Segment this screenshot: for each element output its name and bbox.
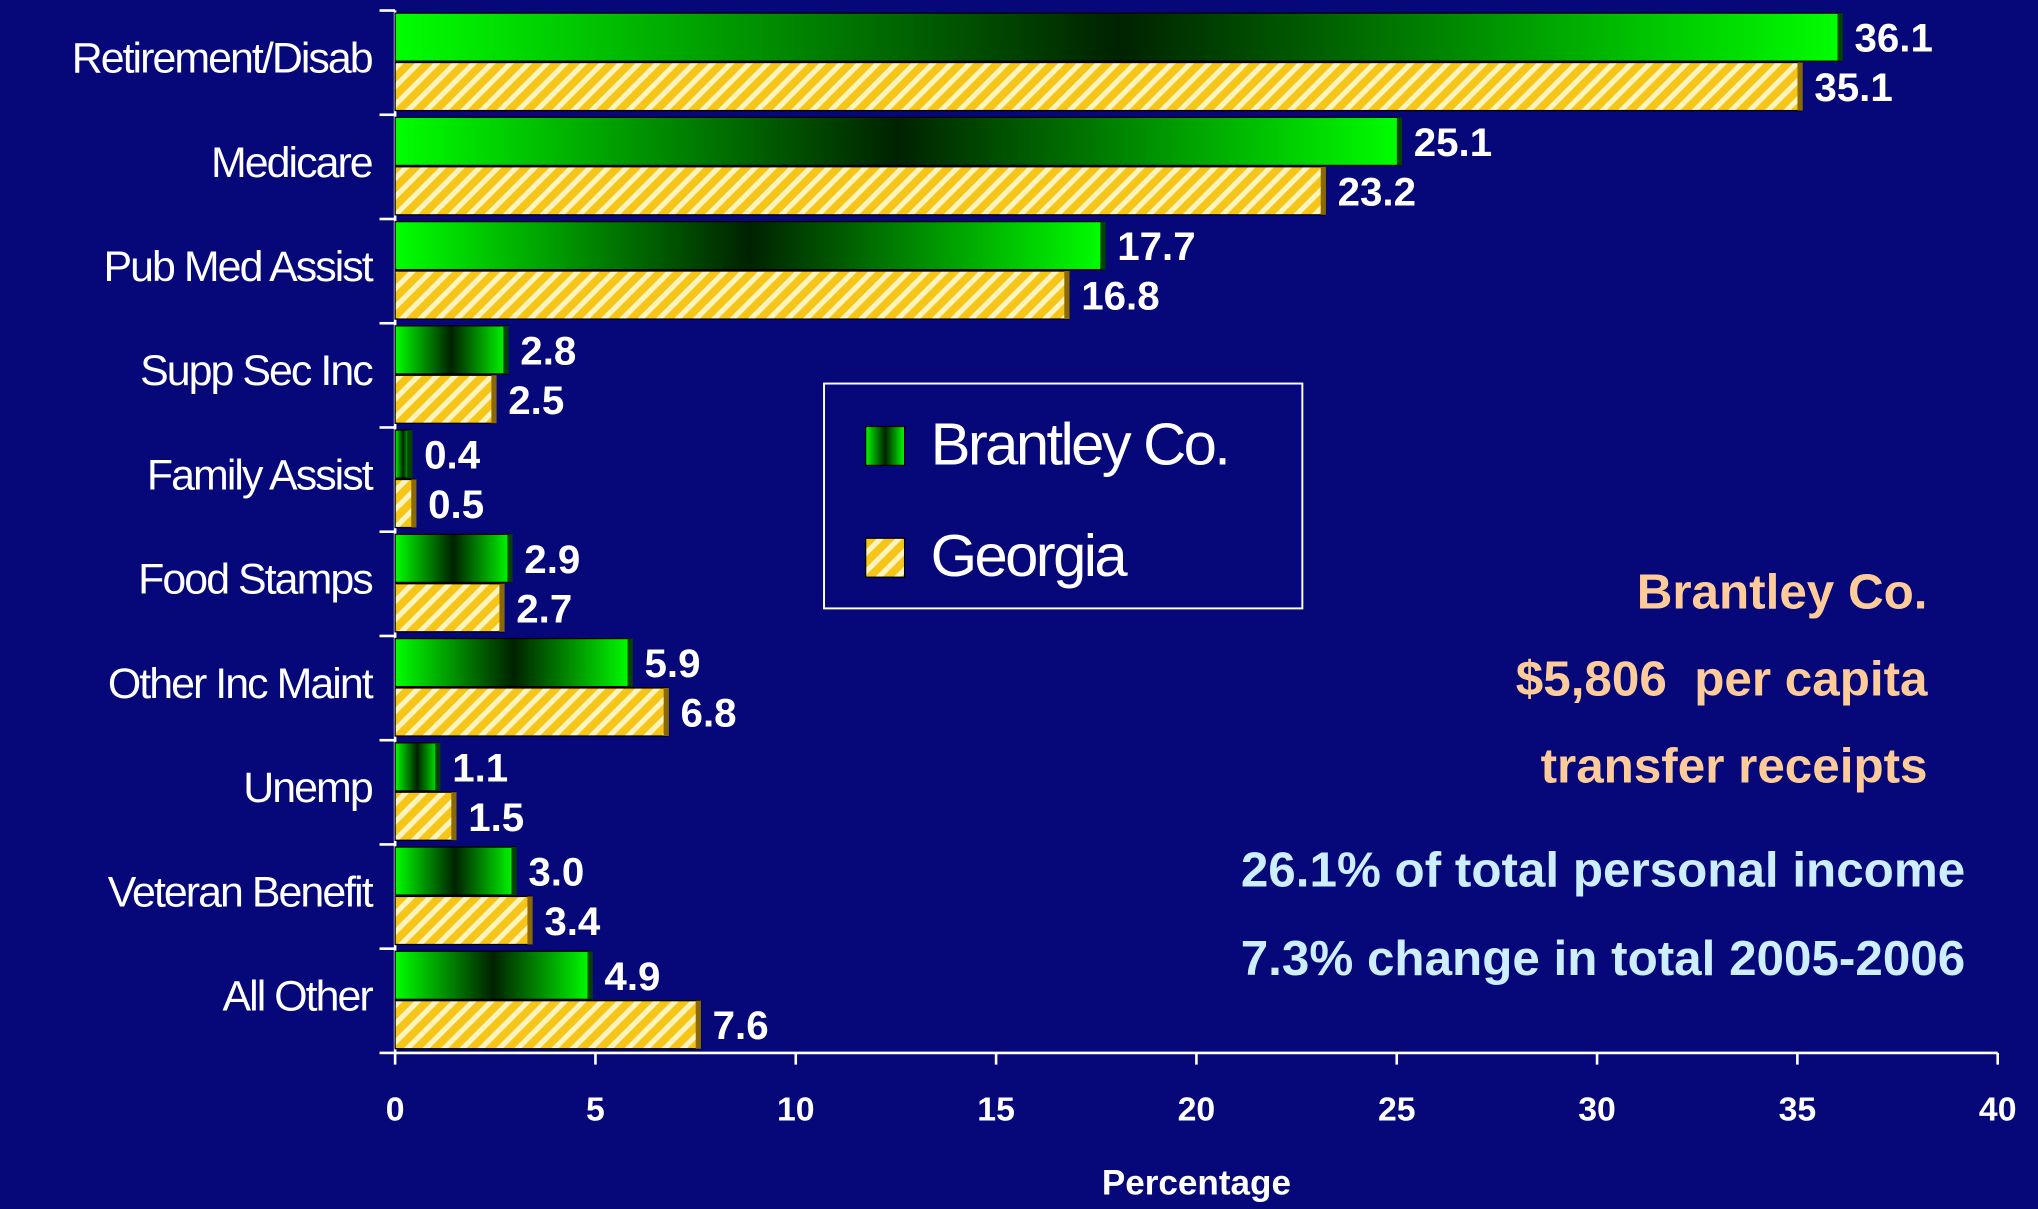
value-label: 4.9 <box>604 954 660 999</box>
bar-edge <box>411 479 417 528</box>
value-label: 1.1 <box>452 745 508 790</box>
value-label: 36.1 <box>1854 16 1932 61</box>
bar <box>394 220 1105 271</box>
bar <box>394 1000 701 1050</box>
value-label: 5.9 <box>645 641 701 686</box>
bar-edge <box>451 792 457 841</box>
bar-edge <box>527 896 533 945</box>
value-label: 6.8 <box>681 691 737 736</box>
bar <box>394 166 1326 216</box>
bar <box>394 791 456 841</box>
legend-swatch <box>864 537 906 578</box>
bar-edge <box>511 847 517 896</box>
category-label: Medicare <box>211 139 372 187</box>
category-label: Unemp <box>243 764 373 812</box>
bar-edge <box>1064 270 1070 320</box>
category-label: Food Stamps <box>138 556 372 604</box>
value-label: 0.5 <box>428 482 484 527</box>
legend-label: Brantley Co. <box>931 410 1229 477</box>
value-label: 17.7 <box>1117 224 1195 269</box>
bar-edge <box>1837 13 1843 62</box>
x-tick-label: 10 <box>777 1090 815 1128</box>
bar-edge <box>1797 62 1803 111</box>
bar <box>394 742 440 792</box>
bar <box>394 325 508 375</box>
x-tick-label: 20 <box>1178 1090 1216 1128</box>
bar-edge <box>503 325 509 374</box>
category-label: All Other <box>222 973 373 1021</box>
value-label: 25.1 <box>1414 120 1492 165</box>
value-label: 23.2 <box>1338 169 1416 214</box>
bar-edge <box>1100 221 1106 270</box>
bar-edge <box>1396 117 1403 166</box>
value-label: 16.8 <box>1081 274 1159 319</box>
annotation: 26.1% of total personal income <box>1241 843 1965 898</box>
legend-swatch <box>864 425 906 467</box>
value-label: 2.8 <box>520 328 576 373</box>
annotation: 7.3% change in total 2005-2006 <box>1241 931 1966 986</box>
bar <box>394 374 496 424</box>
x-tick-label: 30 <box>1578 1090 1616 1128</box>
category-label: Family Assist <box>147 451 374 499</box>
bar <box>394 637 633 688</box>
bar-edge <box>587 951 593 1000</box>
bar-edge <box>1320 166 1326 215</box>
bar <box>394 687 669 737</box>
annotation: transfer receipts <box>1541 739 1928 794</box>
category-label: Retirement/Disab <box>72 35 373 83</box>
category-label: Pub Med Assist <box>104 243 374 291</box>
value-label: 3.4 <box>544 899 601 944</box>
value-label: 2.5 <box>508 378 564 423</box>
value-label: 2.7 <box>516 586 572 631</box>
value-label: 7.6 <box>713 1003 769 1048</box>
bar <box>394 533 512 584</box>
category-label: Other Inc Maint <box>108 660 374 708</box>
category-label: Supp Sec Inc <box>140 347 373 395</box>
value-label: 35.1 <box>1814 65 1892 110</box>
value-label: 1.5 <box>468 795 524 840</box>
x-tick-label: 40 <box>1979 1090 2017 1128</box>
legend-box <box>823 382 1304 610</box>
bar <box>394 12 1843 62</box>
annotation: $5,806 per capita <box>1516 652 1928 707</box>
bar-edge <box>627 638 633 687</box>
x-tick-label: 0 <box>386 1090 405 1128</box>
x-tick-label: 5 <box>586 1090 605 1128</box>
bar-edge <box>407 430 413 479</box>
annotation: Brantley Co. <box>1637 564 1928 619</box>
bar <box>394 116 1402 167</box>
bar <box>394 270 1069 320</box>
x-tick-label: 15 <box>977 1090 1015 1128</box>
bar-edge <box>507 534 513 583</box>
value-label: 0.4 <box>424 433 481 478</box>
bar <box>394 950 593 1001</box>
category-label: Veteran Benefit <box>108 868 374 916</box>
bar <box>394 846 516 896</box>
x-axis-label: Percentage <box>1102 1164 1291 1203</box>
bar-edge <box>499 583 505 632</box>
x-tick-label: 35 <box>1779 1090 1817 1128</box>
bar <box>394 895 532 946</box>
bar-edge <box>491 375 497 424</box>
legend-label: Georgia <box>931 522 1129 589</box>
value-label: 2.9 <box>524 537 580 582</box>
x-tick-label: 25 <box>1378 1090 1416 1128</box>
bar-edge <box>695 1000 701 1049</box>
bar-edge <box>663 687 669 737</box>
value-label: 3.0 <box>528 850 584 895</box>
bar <box>394 61 1803 112</box>
bar <box>394 583 504 633</box>
bar-edge <box>435 742 441 791</box>
